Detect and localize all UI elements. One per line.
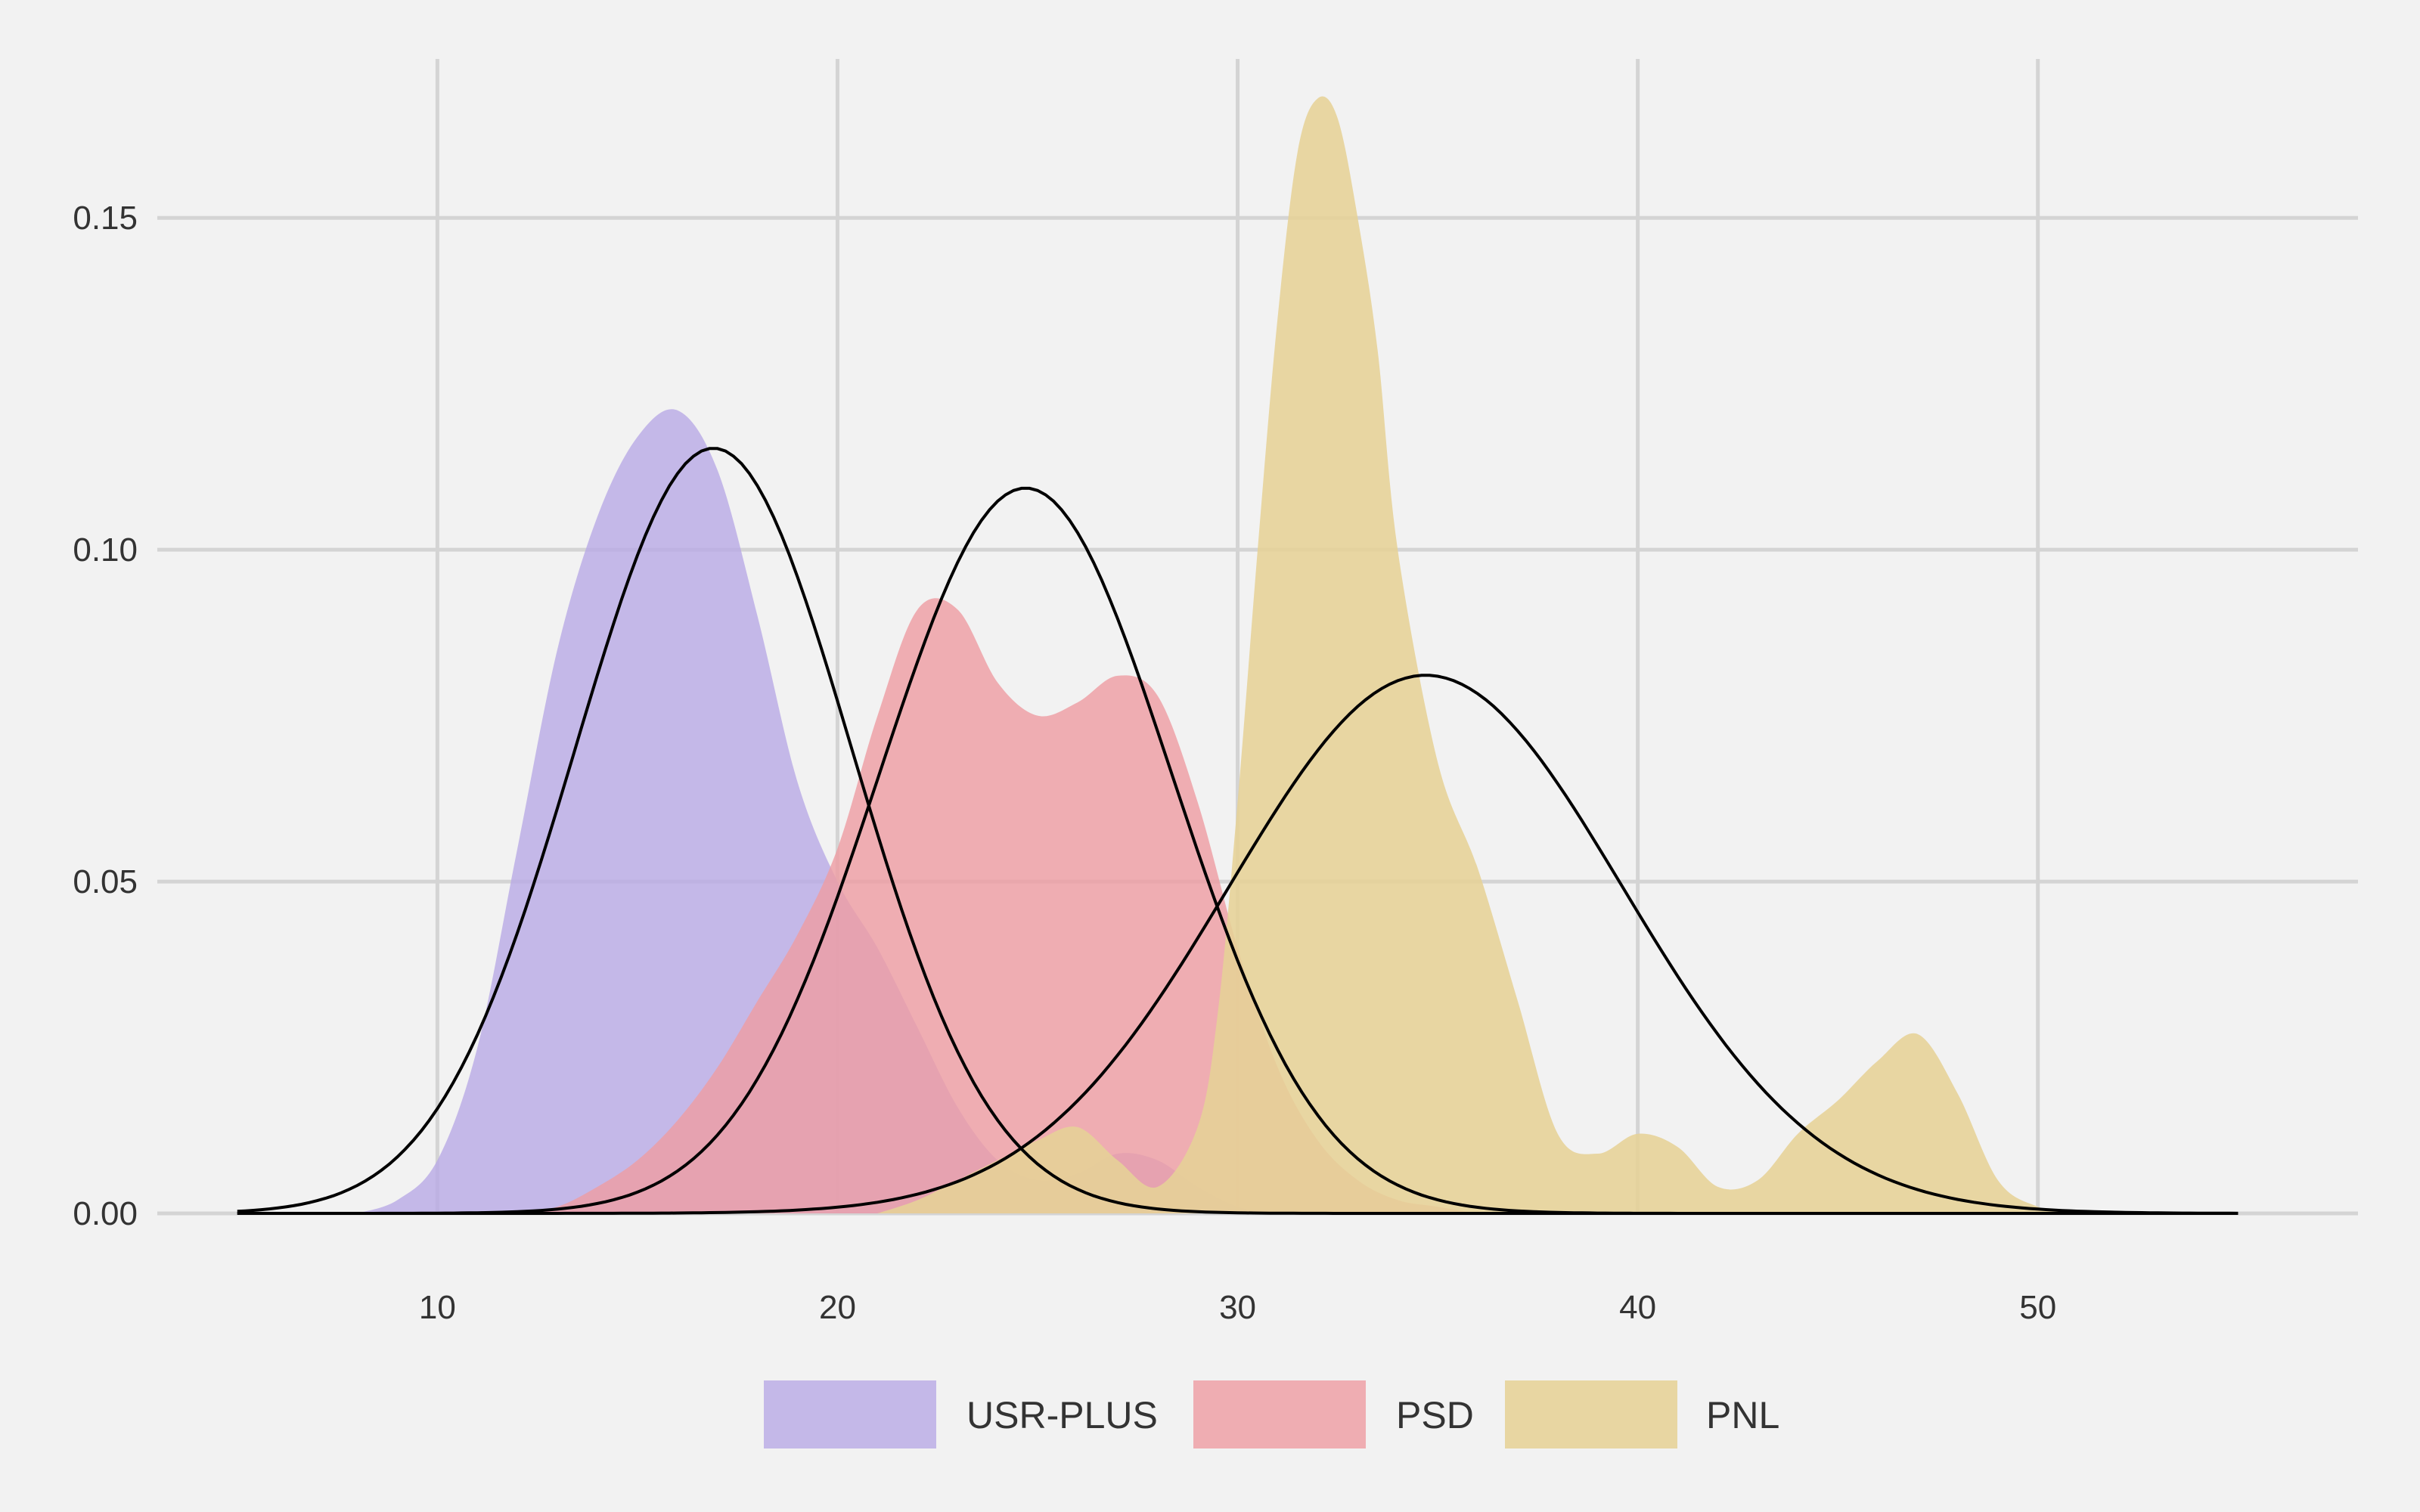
density-area-usr-plus xyxy=(357,409,1318,1213)
legend-label: PNL xyxy=(1706,1394,1779,1436)
legend: USR-PLUS PSD PNL xyxy=(764,1380,1779,1448)
normal-fit-curves xyxy=(237,447,2238,1215)
axis-labels: 0.00 0.05 0.10 0.15 10 20 30 40 50 xyxy=(73,200,2056,1326)
density-areas xyxy=(357,96,2078,1213)
x-tick-label: 50 xyxy=(2019,1289,2056,1326)
y-tick-label: 0.10 xyxy=(73,531,138,569)
y-tick-label: 0.00 xyxy=(73,1195,138,1232)
x-tick-label: 10 xyxy=(419,1289,456,1326)
normal-fit-psd xyxy=(237,486,2238,1215)
y-tick-label: 0.05 xyxy=(73,863,138,900)
x-tick-label: 40 xyxy=(1619,1289,1656,1326)
density-area-pnl xyxy=(877,96,2078,1213)
y-tick-label: 0.15 xyxy=(73,200,138,237)
legend-swatch xyxy=(1193,1380,1366,1448)
legend-swatch xyxy=(1505,1380,1677,1448)
legend-label: PSD xyxy=(1396,1394,1474,1436)
legend-label: USR-PLUS xyxy=(966,1394,1158,1436)
x-tick-label: 20 xyxy=(819,1289,856,1326)
x-tick-label: 30 xyxy=(1219,1289,1256,1326)
legend-swatch xyxy=(764,1380,936,1448)
normal-fit-pnl xyxy=(237,674,2238,1215)
